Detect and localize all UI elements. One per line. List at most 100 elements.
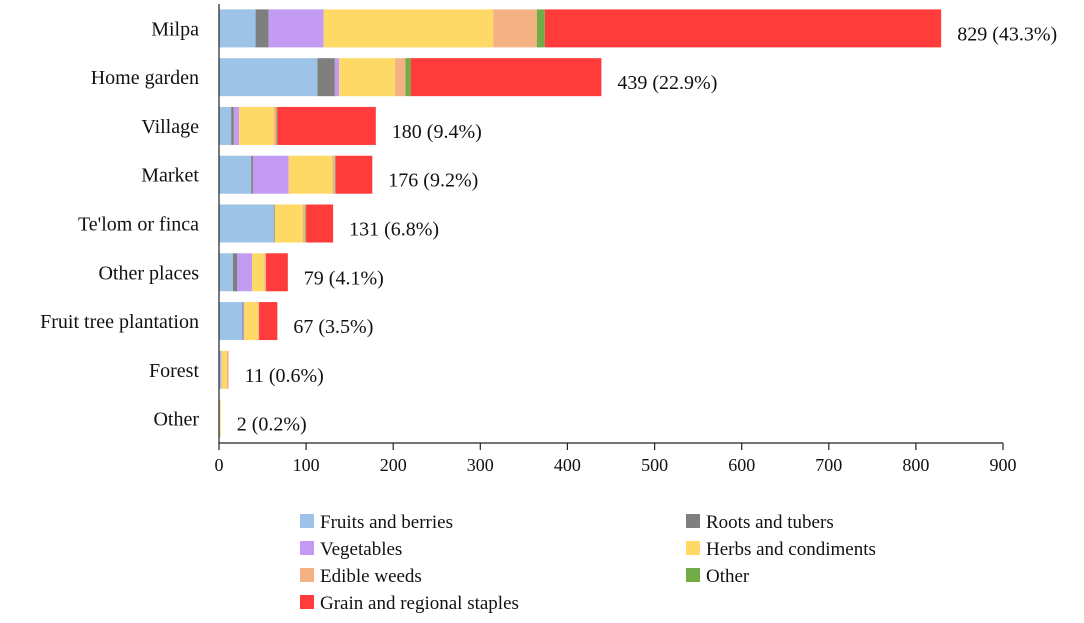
- bar-other-herbs-and-condiments: [219, 399, 221, 438]
- x-tick-label: 300: [467, 455, 494, 475]
- bar-fruit-tree-plantation-fruits-and-berries: [219, 302, 243, 341]
- bar-other-places-vegetables: [237, 253, 253, 292]
- bar-home-garden-grain-and-regional-staples: [410, 58, 602, 97]
- legend-label: Grain and regional staples: [320, 593, 519, 614]
- legend-swatch-fruits-and-berries: [300, 514, 314, 528]
- bar-market-grain-and-regional-staples: [335, 155, 373, 194]
- x-tick-label: 100: [293, 455, 320, 475]
- bar-forest-herbs-and-condiments: [221, 350, 227, 389]
- bar-fruit-tree-plantation-grain-and-regional-staples: [259, 302, 278, 341]
- x-tick-label: 800: [902, 455, 929, 475]
- bar-home-garden-fruits-and-berries: [219, 58, 318, 97]
- bar-milpa-roots-and-tubers: [255, 9, 269, 48]
- bars-layer: [219, 9, 942, 438]
- x-tick-label: 700: [815, 455, 842, 475]
- data-label: 2 (0.2%): [237, 414, 307, 436]
- bar-other-places-herbs-and-condiments: [252, 253, 265, 292]
- x-tick-label: 400: [554, 455, 581, 475]
- legend-label: Edible weeds: [320, 566, 422, 587]
- bar-village-fruits-and-berries: [219, 106, 232, 145]
- bar-other-places-roots-and-tubers: [232, 253, 238, 292]
- bar-market-vegetables: [252, 155, 289, 194]
- category-labels: Milpa Home garden Village Market Te'lom or f…: [40, 18, 199, 430]
- legend-label: Vegetables: [320, 539, 402, 560]
- data-labels: 829 (43.3%) 439 (22.9%) 180 (9.4%) 176 (9.2…: [237, 23, 1057, 435]
- bar-other-places-edible-weeds: [264, 253, 267, 292]
- category-label: Fruit tree plantation: [40, 311, 199, 333]
- bar-village-grain-and-regional-staples: [277, 106, 376, 145]
- category-label: Home garden: [91, 67, 199, 89]
- bar-village-other: [276, 106, 278, 145]
- bar-te-lom-or-finca-herbs-and-condiments: [274, 204, 303, 243]
- bar-fruit-tree-plantation-vegetables: [243, 302, 245, 341]
- bar-fruit-tree-plantation-roots-and-tubers: [242, 302, 244, 341]
- category-label: Milpa: [151, 18, 199, 40]
- legend-swatch-other: [686, 568, 700, 582]
- bar-village-roots-and-tubers: [231, 106, 234, 145]
- bar-te-lom-or-finca-fruits-and-berries: [219, 204, 274, 243]
- legend-label: Other: [706, 566, 750, 587]
- x-axis-ticks: 0 100 200 300 400 500 600 700 800 900: [215, 443, 1017, 475]
- data-label: 439 (22.9%): [617, 72, 717, 94]
- data-label: 67 (3.5%): [293, 316, 373, 338]
- legend-label: Herbs and condiments: [706, 539, 876, 560]
- legend-swatch-roots-and-tubers: [686, 514, 700, 528]
- legend: Fruits and berries Roots and tubers Vegeta…: [300, 512, 876, 614]
- data-label: 11 (0.6%): [245, 365, 324, 387]
- bar-te-lom-or-finca-roots-and-tubers: [273, 204, 275, 243]
- bar-market-fruits-and-berries: [219, 155, 252, 194]
- category-label: Village: [141, 116, 199, 138]
- bar-other-places-grain-and-regional-staples: [266, 253, 288, 292]
- category-label: Market: [141, 165, 199, 187]
- bar-village-edible-weeds: [273, 106, 277, 145]
- legend-label: Roots and tubers: [706, 512, 834, 533]
- bar-te-lom-or-finca-grain-and-regional-staples: [306, 204, 334, 243]
- bar-home-garden-other: [405, 58, 411, 97]
- bar-forest-fruits-and-berries: [219, 350, 221, 389]
- data-label: 180 (9.4%): [392, 121, 482, 143]
- bar-milpa-grain-and-regional-staples: [544, 9, 942, 48]
- data-label: 131 (6.8%): [349, 219, 439, 241]
- bar-village-vegetables: [233, 106, 240, 145]
- bar-milpa-fruits-and-berries: [219, 9, 256, 48]
- bar-market-edible-weeds: [332, 155, 335, 194]
- bar-market-other: [334, 155, 336, 194]
- bar-market-herbs-and-condiments: [288, 155, 333, 194]
- bar-milpa-other: [536, 9, 545, 48]
- legend-swatch-grain-and-regional-staples: [300, 595, 314, 609]
- category-label: Forest: [149, 360, 199, 382]
- category-label: Other places: [98, 262, 199, 284]
- bar-home-garden-roots-and-tubers: [317, 58, 335, 97]
- x-tick-label: 500: [641, 455, 668, 475]
- bar-forest-edible-weeds: [226, 350, 229, 389]
- bar-te-lom-or-finca-edible-weeds: [302, 204, 306, 243]
- legend-swatch-herbs-and-condiments: [686, 541, 700, 555]
- category-label: Other: [153, 409, 199, 431]
- bar-milpa-herbs-and-condiments: [323, 9, 494, 48]
- x-tick-label: 200: [380, 455, 407, 475]
- data-label: 829 (43.3%): [957, 23, 1057, 45]
- bar-milpa-edible-weeds: [493, 9, 537, 48]
- bar-home-garden-herbs-and-condiments: [339, 58, 395, 97]
- bar-fruit-tree-plantation-herbs-and-condiments: [244, 302, 259, 341]
- legend-swatch-edible-weeds: [300, 568, 314, 582]
- bar-forest-vegetables: [220, 350, 222, 389]
- legend-swatch-vegetables: [300, 541, 314, 555]
- x-tick-label: 600: [728, 455, 755, 475]
- axes: [218, 4, 1003, 444]
- bar-fruit-tree-plantation-edible-weeds: [258, 302, 260, 341]
- x-tick-label: 900: [990, 455, 1017, 475]
- data-label: 79 (4.1%): [304, 267, 384, 289]
- bar-te-lom-or-finca-other: [305, 204, 307, 243]
- bar-home-garden-vegetables: [334, 58, 340, 97]
- bar-home-garden-edible-weeds: [394, 58, 406, 97]
- bar-market-roots-and-tubers: [251, 155, 253, 194]
- bar-milpa-vegetables: [268, 9, 324, 48]
- x-tick-label: 0: [215, 455, 224, 475]
- legend-label: Fruits and berries: [320, 512, 453, 533]
- bar-other-places-fruits-and-berries: [219, 253, 233, 292]
- category-label: Te'lom or finca: [78, 214, 199, 236]
- bar-village-herbs-and-condiments: [239, 106, 274, 145]
- data-label: 176 (9.2%): [388, 170, 478, 192]
